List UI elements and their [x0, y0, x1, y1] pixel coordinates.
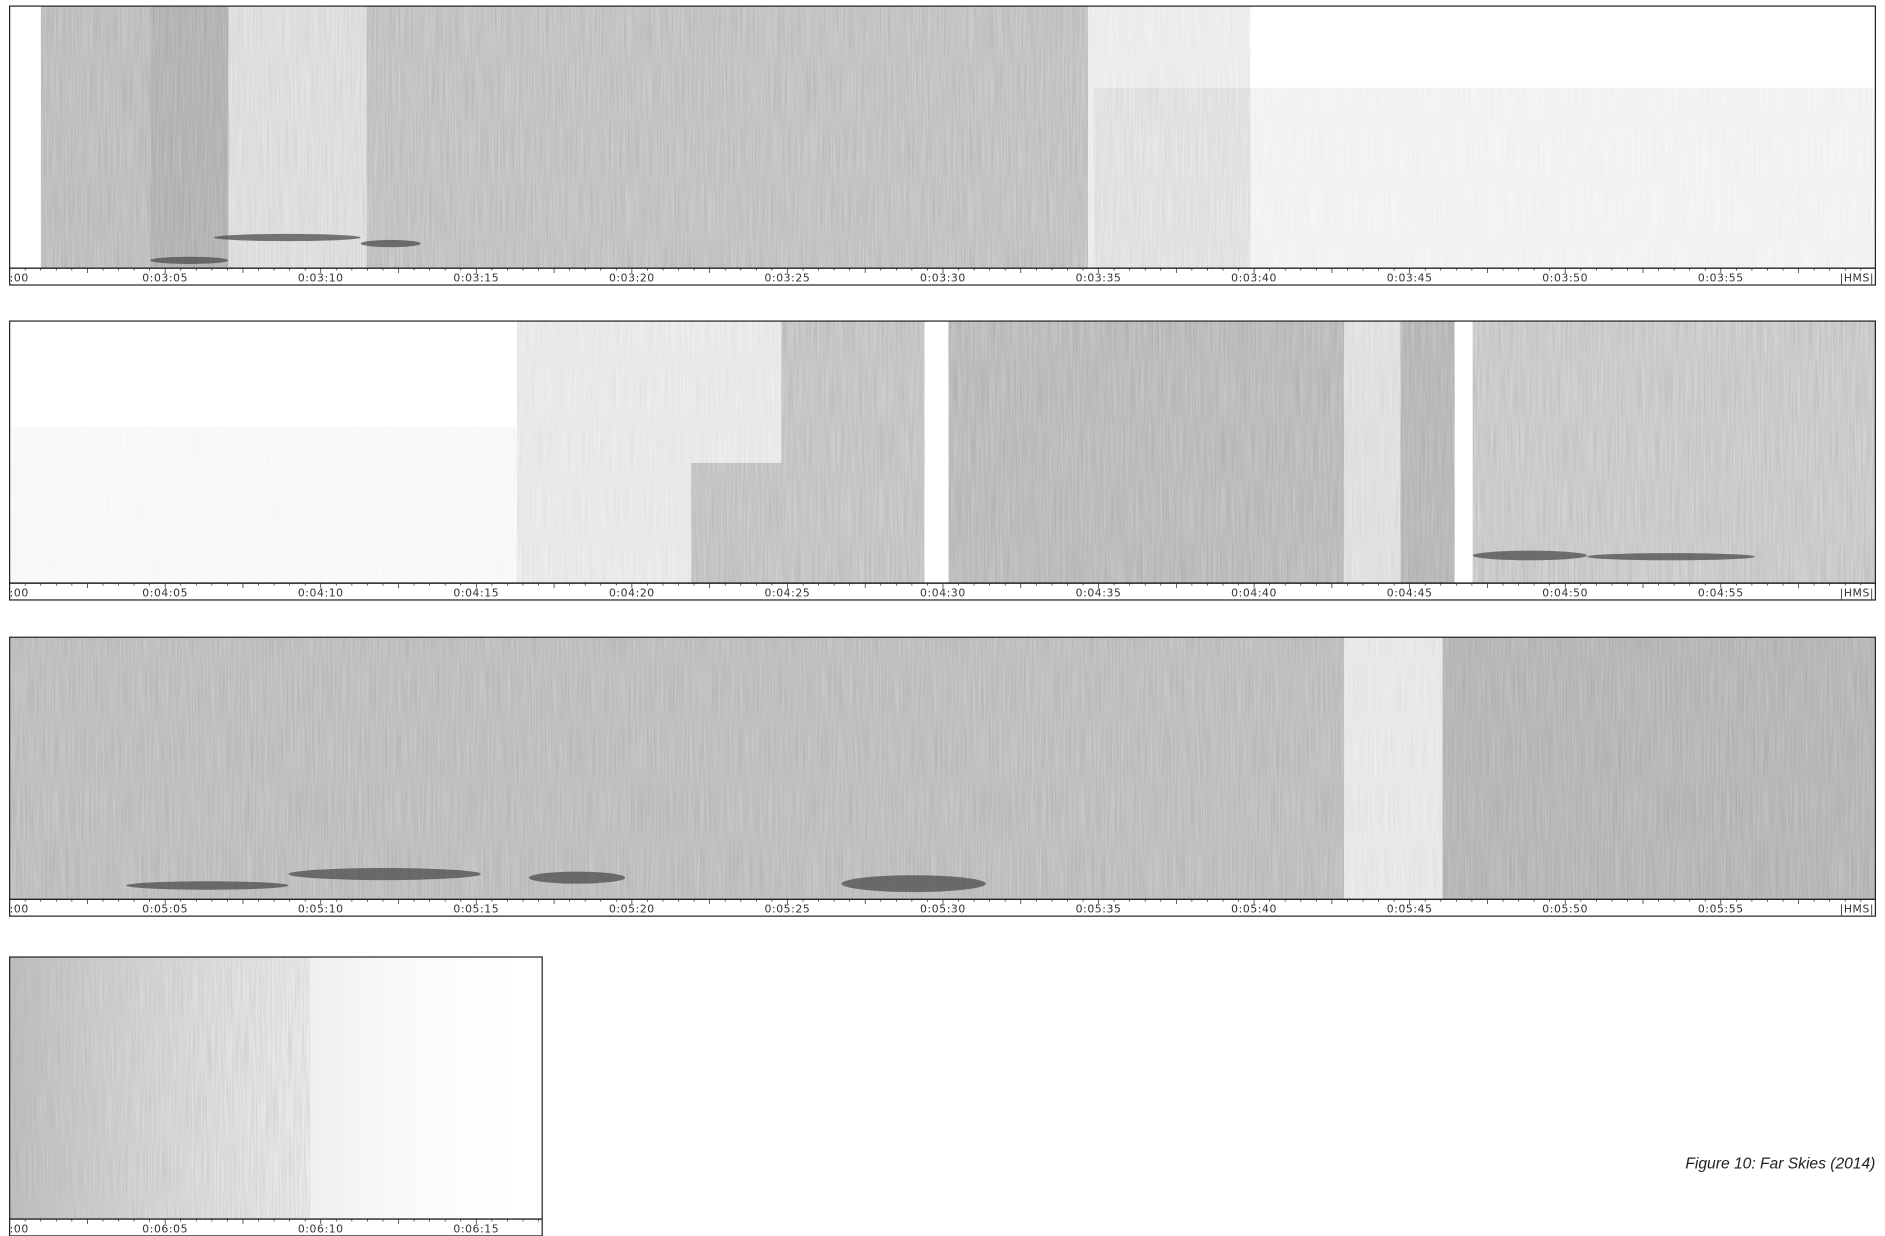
spectrogram-noise	[9, 426, 517, 584]
spectrogram-noise	[1400, 321, 1455, 584]
time-label: 0:04:50	[1542, 586, 1588, 599]
time-label: 0:03:40	[1231, 271, 1277, 284]
time-label: |HMS|	[1840, 586, 1875, 599]
panel-frame	[9, 320, 1876, 601]
time-label: 0:05:20	[609, 903, 655, 916]
spectrogram-noise	[1093, 87, 1876, 269]
time-label: 0:04:25	[764, 586, 810, 599]
spectrogram-noise	[1472, 321, 1876, 584]
time-label: 0:04:30	[920, 586, 966, 599]
sound-event	[528, 871, 626, 884]
time-label: :00	[10, 586, 29, 599]
time-label: 0:04:40	[1231, 586, 1277, 599]
spectrogram-noise	[366, 6, 1088, 269]
time-label: 0:03:55	[1698, 271, 1744, 284]
sound-event	[360, 239, 421, 248]
time-label: 0:05:30	[920, 903, 966, 916]
time-label: 0:03:50	[1542, 271, 1588, 284]
spectrogram-noise	[150, 6, 229, 269]
time-label: 0:03:30	[920, 271, 966, 284]
spectrogram-noise	[9, 957, 311, 1220]
spectrogram-noise	[948, 321, 1345, 584]
time-label: :00	[10, 1222, 29, 1235]
time-label: 0:03:45	[1387, 271, 1433, 284]
time-label: 0:03:15	[453, 271, 499, 284]
spectrogram-noise	[1344, 321, 1401, 584]
time-label: 0:04:35	[1076, 586, 1122, 599]
time-label: 0:05:45	[1387, 903, 1433, 916]
time-label: 0:03:10	[298, 271, 344, 284]
time-label: 0:05:40	[1231, 903, 1277, 916]
sound-event	[1586, 553, 1756, 561]
sound-event	[213, 233, 361, 242]
time-label: 0:06:05	[142, 1222, 188, 1235]
spectrogram-panel: :00 0:04:05 0:04:10 0:04:15 0:04:20 0:04:25 0:…	[9, 320, 1876, 601]
time-label: 0:04:55	[1698, 586, 1744, 599]
time-label: 0:03:05	[142, 271, 188, 284]
spectrogram-panel: :00 0:06:05 0:06:10 0:06:15	[9, 956, 543, 1236]
time-label: 0:03:20	[609, 271, 655, 284]
time-label: |HMS|	[1840, 903, 1875, 916]
time-label: :00	[10, 271, 29, 284]
sound-event	[150, 256, 229, 264]
sound-event	[288, 868, 481, 881]
time-label: 0:04:45	[1387, 586, 1433, 599]
time-label: 0:05:05	[142, 903, 188, 916]
spectrogram-noise	[1344, 637, 1443, 900]
gap	[924, 321, 949, 585]
spectrogram-panel: :00 0:03:05 0:03:10 0:03:15 0:03:20 0:03:25 0:…	[9, 5, 1876, 286]
time-label: 0:03:35	[1076, 271, 1122, 284]
figure-caption: Figure 10: Far Skies (2014)	[1685, 1156, 1875, 1173]
time-label: 0:06:15	[453, 1222, 499, 1235]
spectrogram-noise	[9, 637, 1345, 900]
sound-event	[841, 875, 986, 893]
time-label: 0:05:15	[453, 903, 499, 916]
time-label: 0:06:10	[298, 1222, 344, 1235]
panel-frame	[9, 636, 1876, 917]
time-label: 0:05:10	[298, 903, 344, 916]
spectrogram-noise	[781, 321, 925, 584]
time-label: 0:04:10	[298, 586, 344, 599]
time-label: 0:04:15	[453, 586, 499, 599]
time-label: :00	[10, 903, 29, 916]
spectrogram-noise	[1442, 637, 1876, 900]
time-label: 0:04:20	[609, 586, 655, 599]
sound-event	[1472, 550, 1587, 561]
spectrogram-noise	[228, 6, 367, 269]
spectrogram-noise	[691, 462, 782, 584]
time-label: 0:03:25	[764, 271, 810, 284]
time-label: 0:05:35	[1076, 903, 1122, 916]
time-label: 0:04:05	[142, 586, 188, 599]
time-label: 0:05:25	[764, 903, 810, 916]
spectrogram-panel: :00 0:05:05 0:05:10 0:05:15 0:05:20 0:05:25 0:…	[9, 636, 1876, 917]
panel-frame	[9, 5, 1876, 286]
sound-event	[126, 881, 289, 890]
time-label: 0:05:50	[1542, 903, 1588, 916]
time-label: |HMS|	[1840, 271, 1875, 284]
time-label: 0:05:55	[1698, 903, 1744, 916]
spectrogram-noise	[40, 6, 151, 269]
